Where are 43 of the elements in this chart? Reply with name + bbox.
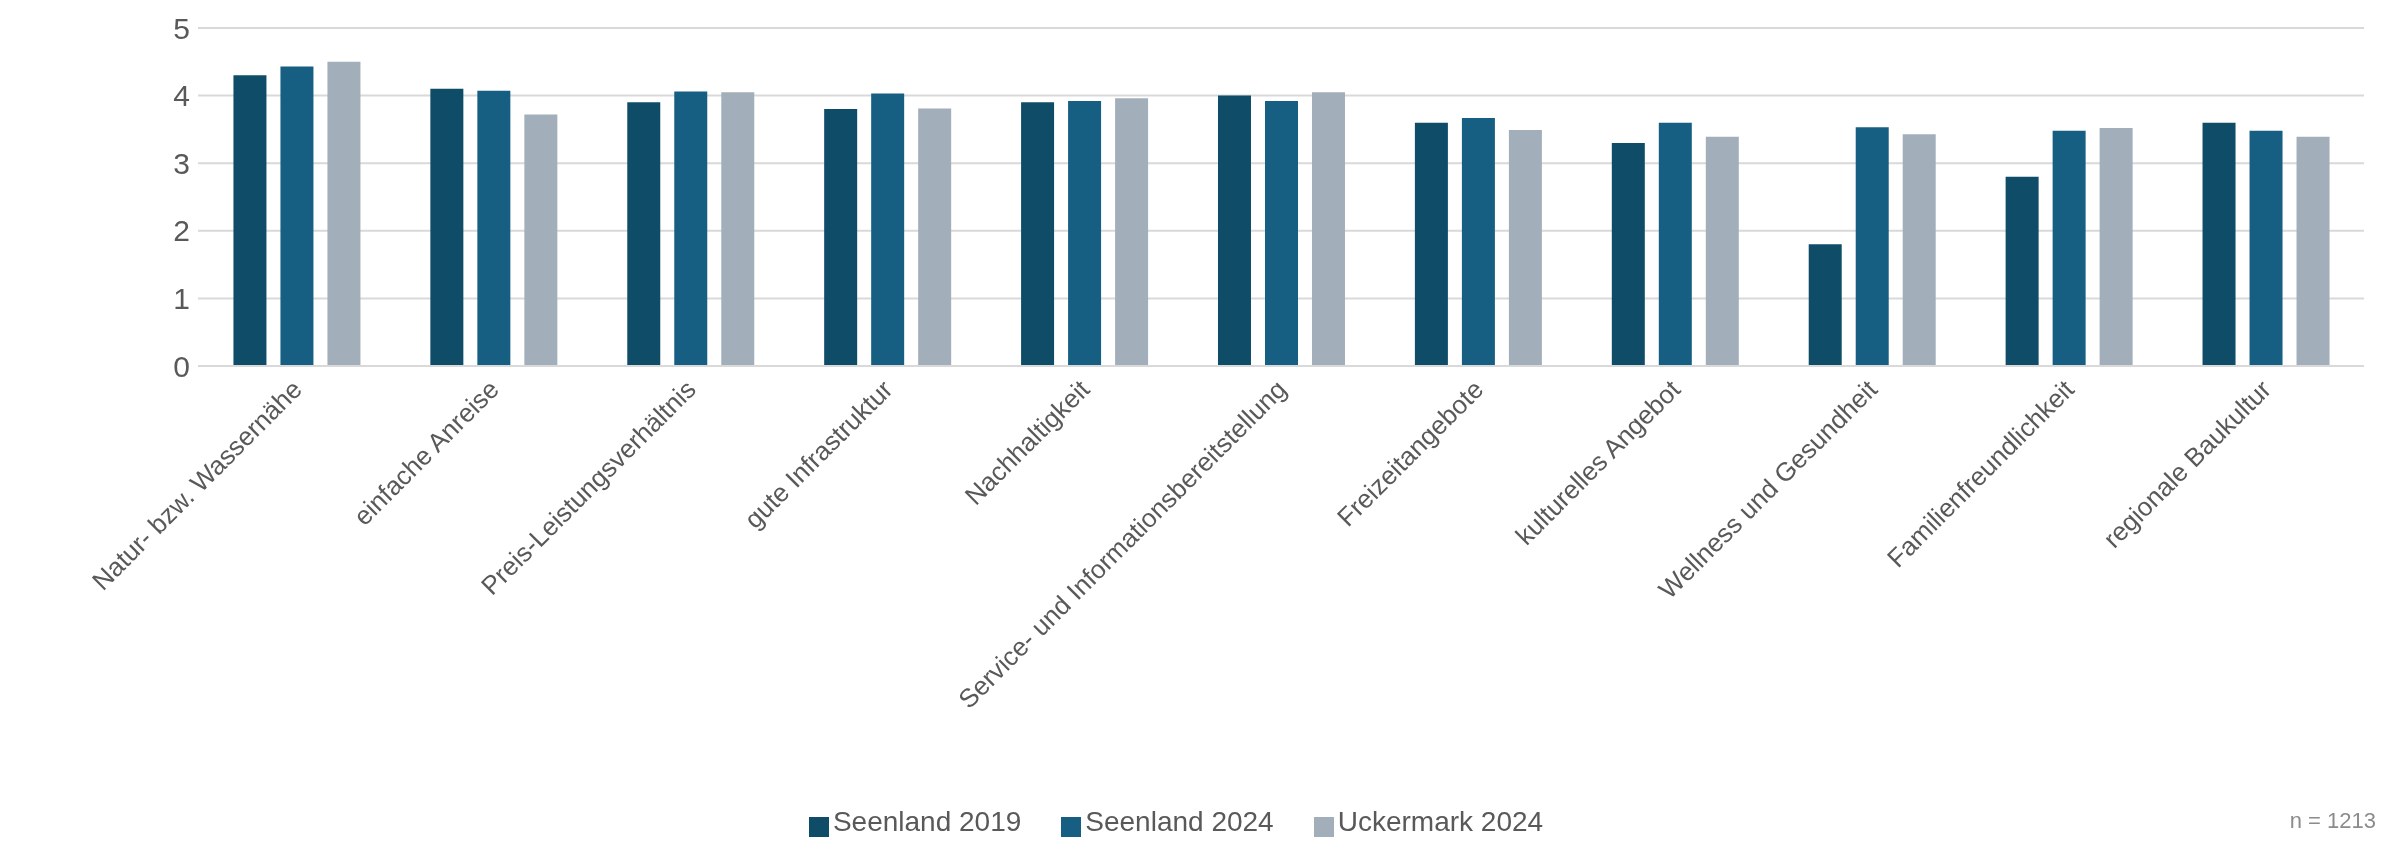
bar (2099, 128, 2133, 366)
bar (1461, 117, 1495, 366)
bar (524, 114, 558, 366)
bar (721, 92, 755, 366)
bar (627, 102, 661, 366)
bar (1808, 244, 1842, 366)
bar (477, 90, 511, 366)
bar (918, 108, 952, 366)
y-tick-label: 3 (173, 146, 190, 180)
y-tick-label: 2 (173, 214, 190, 248)
bar (1611, 142, 1645, 366)
legend-label: Seenland 2019 (832, 806, 1022, 837)
text: n = 1213 (2289, 808, 2376, 834)
bar (1217, 95, 1251, 366)
bar (2005, 176, 2039, 366)
bar (1068, 101, 1102, 366)
bar (674, 91, 708, 366)
bar (233, 75, 267, 366)
bar (1855, 127, 1889, 366)
bar (1705, 136, 1739, 366)
bar (2202, 122, 2236, 366)
bar (824, 109, 858, 366)
legend-label: Seenland 2024 (1085, 806, 1274, 837)
bar (280, 66, 314, 366)
y-tick-label: 4 (173, 79, 190, 113)
bar (1311, 92, 1345, 366)
bar (1264, 101, 1298, 366)
bar (1902, 134, 1936, 366)
bar (2296, 136, 2330, 366)
bar (1115, 98, 1149, 366)
bar (327, 61, 361, 366)
y-tick-label: 0 (173, 349, 190, 383)
bar (2249, 130, 2283, 366)
legend-label: Uckermark 2024 (1337, 806, 1544, 837)
y-tick-label: 5 (173, 11, 190, 45)
bar (1658, 122, 1692, 366)
bar (2052, 130, 2086, 366)
bar (430, 88, 464, 366)
bar (871, 93, 905, 366)
bar (1021, 102, 1055, 366)
bar (1414, 122, 1448, 366)
bar (1508, 130, 1542, 366)
y-tick-label: 1 (173, 282, 190, 316)
